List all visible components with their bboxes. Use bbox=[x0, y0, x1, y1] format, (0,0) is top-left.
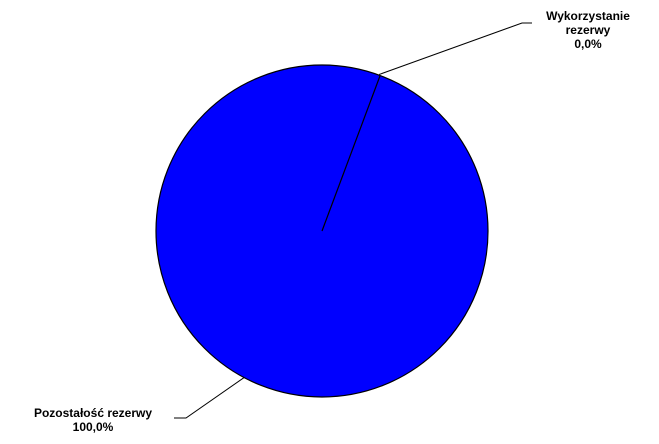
slice-label-wykorzystanie: Wykorzystanie rezerwy 0,0% bbox=[520, 9, 656, 51]
leader-line-wykorzystanie bbox=[378, 22, 532, 75]
slice-label-wykorzystanie-line-1: Wykorzystanie bbox=[546, 9, 630, 23]
slice-value-wykorzystanie: 0,0% bbox=[574, 37, 602, 51]
slice-separator-line bbox=[321, 75, 381, 232]
leader-line-pozostalosc bbox=[174, 377, 245, 419]
slice-label-pozostalosc: Pozostałość rezerwy 100,0% bbox=[8, 406, 178, 434]
slice-label-wykorzystanie-line-2: rezerwy bbox=[565, 23, 611, 37]
slice-label-pozostalosc-line-1: Pozostałość rezerwy bbox=[33, 406, 153, 420]
slice-value-pozostalosc: 100,0% bbox=[72, 420, 114, 434]
